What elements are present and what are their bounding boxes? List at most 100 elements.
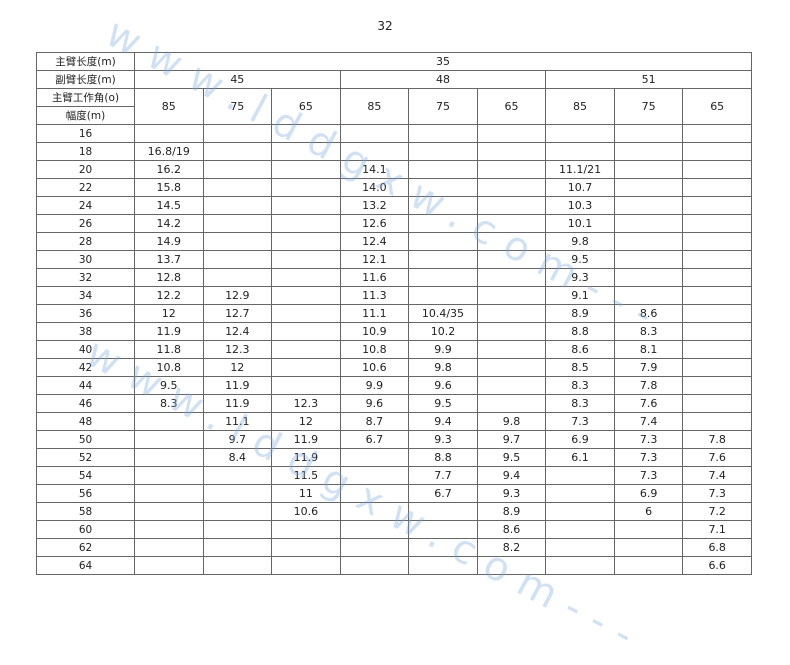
load-cell: 16.2 (134, 160, 204, 179)
load-cell (271, 556, 341, 575)
load-cell (682, 214, 752, 233)
load-cell: 11.1 (202, 412, 273, 431)
load-cell (202, 232, 273, 251)
angle-row: 主臂工作角(o) 85 75 65 85 75 65 85 75 65 (36, 88, 752, 125)
load-cell (202, 124, 273, 143)
load-cell: 12.4 (339, 232, 410, 251)
table-row: 46 8.3 11.9 12.3 9.6 9.5 8.3 7.6 (36, 394, 752, 413)
load-cell: 11 (271, 484, 341, 503)
load-cell: 16.8/19 (134, 142, 204, 161)
load-cell (476, 286, 547, 305)
load-cell: 10.8 (339, 340, 410, 359)
load-cell: 11.9 (271, 448, 341, 467)
load-cell (408, 214, 478, 233)
table-row: 54 11.5 7.7 9.4 7.3 7.4 (36, 466, 752, 485)
load-cell (408, 250, 478, 269)
angle-header: 75 (408, 88, 478, 125)
load-cell: 12.3 (202, 340, 273, 359)
load-cell: 12.7 (202, 304, 273, 323)
load-cell: 7.1 (682, 520, 752, 539)
load-cell (271, 358, 341, 377)
load-cell (134, 124, 204, 143)
load-cell: 14.9 (134, 232, 204, 251)
load-cell (613, 214, 684, 233)
load-cell: 11.1 (339, 304, 410, 323)
load-cell: 8.3 (545, 376, 615, 395)
load-cell (408, 502, 478, 521)
load-cell (476, 250, 547, 269)
radius-cell: 16 (36, 124, 135, 143)
load-cell (476, 196, 547, 215)
radius-cell: 58 (36, 502, 135, 521)
load-cell (408, 268, 478, 287)
radius-cell: 36 (36, 304, 135, 323)
table-row: 30 13.7 12.1 9.5 (36, 250, 752, 269)
load-cell (476, 124, 547, 143)
load-cell: 13.7 (134, 250, 204, 269)
load-cell (682, 250, 752, 269)
load-cell (134, 448, 204, 467)
radius-cell: 34 (36, 286, 135, 305)
load-cell (202, 142, 273, 161)
load-cell (476, 214, 547, 233)
load-cell (613, 142, 684, 161)
load-cell: 6.6 (682, 556, 752, 575)
load-cell (613, 160, 684, 179)
load-cell (613, 250, 684, 269)
load-cell: 7.6 (613, 394, 684, 413)
load-cell: 12.2 (134, 286, 204, 305)
load-cell (271, 214, 341, 233)
load-cell: 10.2 (408, 322, 478, 341)
load-cell (134, 430, 204, 449)
load-cell: 7.2 (682, 502, 752, 521)
load-cell (476, 160, 547, 179)
load-cell: 7.8 (613, 376, 684, 395)
load-cell: 8.6 (545, 340, 615, 359)
load-cell: 11.1/21 (545, 160, 615, 179)
load-cell: 12.9 (202, 286, 273, 305)
load-cell (476, 394, 547, 413)
load-cell: 8.1 (613, 340, 684, 359)
table-row: 48 11.1 12 8.7 9.4 9.8 7.3 7.4 (36, 412, 752, 431)
load-cell: 7.6 (682, 448, 752, 467)
load-cell: 7.3 (545, 412, 615, 431)
load-cell (682, 304, 752, 323)
load-cell (271, 304, 341, 323)
load-cell: 11.9 (271, 430, 341, 449)
load-cell: 12.6 (339, 214, 410, 233)
load-cell: 8.3 (545, 394, 615, 413)
load-cell: 9.9 (339, 376, 410, 395)
load-cell (271, 142, 341, 161)
load-cell (613, 124, 684, 143)
load-cell: 10.6 (339, 358, 410, 377)
load-cell: 9.8 (408, 358, 478, 377)
table-row: 50 9.7 11.9 6.7 9.3 9.7 6.9 7.3 7.8 (36, 430, 752, 449)
load-cell (682, 232, 752, 251)
load-cell (545, 520, 615, 539)
load-cell (476, 322, 547, 341)
load-cell: 6.7 (339, 430, 410, 449)
load-cell: 10.4/35 (408, 304, 478, 323)
load-cell: 14.5 (134, 196, 204, 215)
load-cell (202, 520, 273, 539)
load-cell: 10.1 (545, 214, 615, 233)
load-cell: 9.6 (339, 394, 410, 413)
load-cell (339, 556, 410, 575)
load-cell (271, 268, 341, 287)
load-cell (271, 286, 341, 305)
load-cell: 12 (202, 358, 273, 377)
load-cell: 9.7 (476, 430, 547, 449)
load-cell (134, 484, 204, 503)
load-cell (408, 124, 478, 143)
load-cell (339, 538, 410, 557)
radius-cell: 46 (36, 394, 135, 413)
load-cell (613, 232, 684, 251)
load-cell (545, 484, 615, 503)
load-cell: 8.4 (202, 448, 273, 467)
table-row: 38 11.9 12.4 10.9 10.2 8.8 8.3 (36, 322, 752, 341)
load-cell (545, 142, 615, 161)
load-cell: 11.9 (134, 322, 204, 341)
load-cell (682, 142, 752, 161)
load-cell: 10.6 (271, 502, 341, 521)
load-cell (408, 178, 478, 197)
